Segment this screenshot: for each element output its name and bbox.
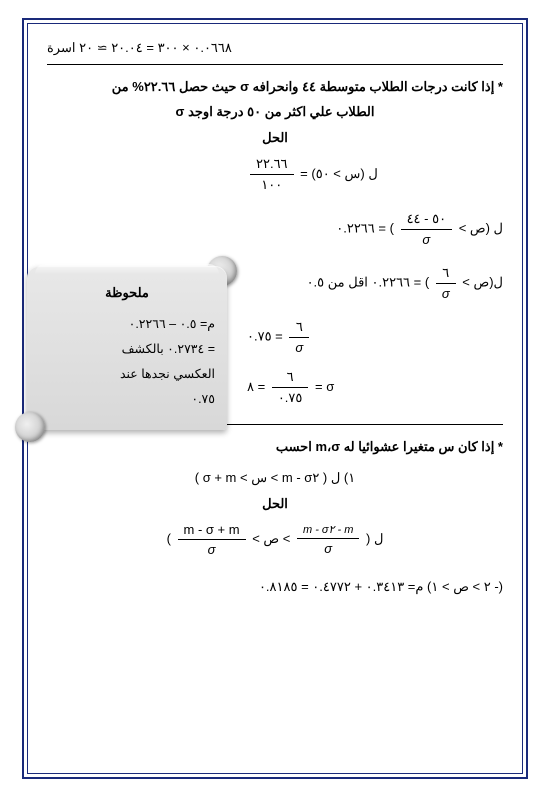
eq4-num: ٦ [289,319,309,338]
equations-column: ل (س > ٥٠) = ٢٢.٦٦ ١٠٠ ل (ص > ٥٠ - ٤٤ σ … [247,156,503,406]
eq4-den: σ [289,338,309,355]
note-line-2: = ٠.٢٧٣٤ بالكشف [39,337,215,362]
sol2-lhs: ل ( [366,531,383,546]
eq3-num: ٦ [436,265,456,284]
eq5-lhs: σ = [315,379,334,394]
question-2-sub-1: ١) ل ( σ٢ - m > س > σ + m ) [47,470,503,486]
sol2-frac-1: m - σ٢ - m σ [297,523,359,556]
scroll-curl-bottom-icon [15,412,45,442]
q2-1-rhs: σ + m ) [195,470,237,485]
eq5-den: ٠.٧٥ [272,388,309,406]
eq5-rhs: = ٨ [247,379,265,394]
eq1-den: ١٠٠ [250,175,294,193]
note-title: ملحوظة [39,280,215,306]
sol2-frac-2: m - σ + m σ [178,522,246,557]
solution-label-1: الحل [47,130,503,146]
eq2-den: σ [401,230,453,247]
solution-label-2: الحل [47,496,503,512]
note-line-1: م= ٠.٥ – ٠.٢٢٦٦ [39,312,215,337]
equation-5: σ = ٦ ٠.٧٥ = ٨ [247,369,503,406]
eq2-num: ٥٠ - ٤٤ [401,211,453,230]
question-2: * إذا كان س متغيرا عشوائيا له m،σ احسب [47,435,503,460]
note-line-4: ٠.٧٥ [39,387,215,412]
eq4-rhs: = ٠.٧٥ [247,329,283,344]
sol2-mid: > ص > [252,531,290,546]
eq2-fraction: ٥٠ - ٤٤ σ [401,211,453,247]
sol2-f1-num: m - σ٢ - m [297,523,359,539]
note-body: ملحوظة م= ٠.٥ – ٠.٢٢٦٦ = ٠.٢٧٣٤ بالكشف ا… [27,266,227,430]
question-1-line-1: * إذا كانت درجات الطلاب متوسطة ٤٤ وانحرا… [47,75,503,100]
equation-4: ٦ σ = ٠.٧٥ [247,319,503,355]
q2-1-lhs: ١) ل ( σ٢ - m > س > [240,470,355,485]
final-answer: (- ٢ > ص > ١) م= ٠.٣٤١٣ + ٠.٤٧٧٢ = ٠.٨١٨… [47,579,503,595]
eq3-den: σ [436,284,456,301]
content-area: ٠.٠٦٦٨ × ٣٠٠ = ٢٠.٠٤ ≃ ٢٠ اسرة * إذا كان… [35,30,515,767]
eq5-fraction: ٦ ٠.٧٥ [272,369,309,406]
divider-1 [47,64,503,65]
sol2-f1-den: σ [297,539,359,556]
page: ٠.٠٦٦٨ × ٣٠٠ = ٢٠.٠٤ ≃ ٢٠ اسرة * إذا كان… [0,0,550,797]
equation-3: ل(ص > ٦ σ ) = ٠.٢٢٦٦ اقل من ٠.٥ [247,265,503,301]
eq2-lhs: ل (ص > [459,221,503,236]
sol2-rhs: ) [167,531,171,546]
sol2-f2-den: σ [178,540,246,557]
eq1-fraction: ٢٢.٦٦ ١٠٠ [250,156,294,193]
sol2-f2-num: m - σ + m [178,522,246,540]
equation-2: ل (ص > ٥٠ - ٤٤ σ ) = ٠.٢٢٦٦ [247,211,503,247]
question-1: * إذا كانت درجات الطلاب متوسطة ٤٤ وانحرا… [47,75,503,124]
eq4-fraction: ٦ σ [289,319,309,355]
solution-2-expr: ل ( m - σ٢ - m σ > ص > m - σ + m σ ) [47,522,503,557]
eq2-rhs: ) = ٠.٢٢٦٦ [336,221,394,236]
eq3-lhs: ل(ص > [462,275,503,290]
note-scroll: ملحوظة م= ٠.٥ – ٠.٢٢٦٦ = ٠.٢٧٣٤ بالكشف ا… [27,266,227,430]
question-1-line-2: الطلاب علي اكثر من ٥٠ درجة اوجد σ [47,100,503,125]
eq5-num: ٦ [272,369,309,388]
equation-1: ل (س > ٥٠) = ٢٢.٦٦ ١٠٠ [247,156,483,193]
top-calculation: ٠.٠٦٦٨ × ٣٠٠ = ٢٠.٠٤ ≃ ٢٠ اسرة [47,40,503,56]
eq1-num: ٢٢.٦٦ [250,156,294,175]
eq3-rhs: ) = ٠.٢٢٦٦ اقل من ٠.٥ [307,275,430,290]
note-line-3: العكسي نجدها عند [39,362,215,387]
eq1-lhs: ل (س > ٥٠) = [300,166,378,181]
eq3-fraction: ٦ σ [436,265,456,301]
